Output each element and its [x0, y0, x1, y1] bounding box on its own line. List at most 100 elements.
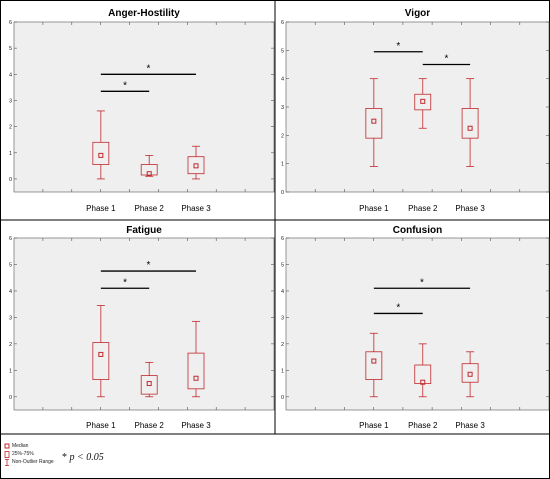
median-marker: [371, 358, 377, 364]
y-tick-label: 1: [9, 151, 12, 157]
median-marker: [146, 171, 152, 177]
iqr-box: [461, 108, 479, 139]
y-tick-label: 5: [9, 262, 12, 268]
y-tick-label: 6: [9, 20, 12, 26]
plot-area: [285, 237, 550, 411]
box-phase-2: [140, 361, 158, 398]
chart-title: Confusion: [393, 225, 442, 236]
plot-area: [13, 237, 275, 411]
iqr-box: [140, 164, 158, 176]
significance-symbol: *: [62, 452, 67, 463]
box-phase-3: [187, 320, 205, 398]
y-tick-label: 4: [9, 72, 12, 78]
category-label: Phase 2: [408, 421, 438, 430]
median-marker: [98, 351, 104, 357]
median-marker-icon: [4, 443, 10, 449]
y-tick-label: 2: [281, 342, 284, 348]
box-swatch-icon: [4, 451, 10, 458]
category-label: Phase 3: [455, 204, 485, 213]
box-phase-1: [365, 332, 383, 398]
y-tick-label: 2: [9, 125, 12, 131]
box-phase-2: [414, 343, 432, 398]
significance-star: *: [396, 41, 400, 52]
category-label: Phase 1: [86, 421, 116, 430]
box-phase-2: [140, 154, 158, 177]
legend-median-label: Median: [12, 443, 29, 449]
significance-star: *: [123, 80, 127, 91]
whisker-swatch-icon: [5, 459, 9, 466]
median-marker: [146, 381, 152, 387]
category-label: Phase 1: [359, 204, 389, 213]
chart-panel: Vigor 0 1 2 3 4 5 6 * * Phase 1 Phase 2 Phase 3: [281, 8, 550, 213]
y-tick-label: 4: [281, 77, 284, 83]
y-tick-label: 5: [281, 262, 284, 268]
significance-star: *: [396, 302, 400, 313]
y-tick-label: 5: [9, 46, 12, 52]
significance-note: * p < 0.05: [62, 452, 104, 463]
category-label: Phase 2: [408, 204, 438, 213]
median-marker: [193, 163, 199, 169]
median-marker: [420, 379, 426, 385]
significance-star: *: [420, 277, 424, 288]
chart-panel: Fatigue 0 1 2 3 4 5 6 * * Phase 1 Phase 2 Phase 3: [9, 225, 275, 430]
y-tick-label: 2: [9, 342, 12, 348]
iqr-box: [414, 93, 432, 111]
y-tick-label: 3: [9, 98, 12, 104]
significance-star: *: [146, 260, 150, 271]
iqr-box: [140, 375, 158, 395]
box-phase-3: [461, 78, 479, 167]
y-tick-label: 0: [9, 177, 12, 183]
box-phase-3: [187, 145, 205, 180]
iqr-box: [365, 351, 383, 380]
category-label: Phase 3: [181, 421, 211, 430]
box-phase-1: [92, 110, 110, 180]
iqr-box: [187, 352, 205, 390]
median-marker: [420, 98, 426, 104]
y-tick-label: 1: [9, 368, 12, 374]
category-label: Phase 1: [359, 421, 389, 430]
legend-box-label: 25%-75%: [12, 451, 34, 457]
box-phase-1: [365, 78, 383, 167]
category-label: Phase 3: [455, 421, 485, 430]
significance-text: p < 0.05: [69, 452, 104, 463]
y-tick-label: 1: [281, 368, 284, 374]
chart-panel: Anger-Hostility 0 1 2 3 4 5 6 * * Phase 1 Phase 2 Ph…: [9, 8, 275, 213]
iqr-box: [92, 342, 110, 380]
y-tick-label: 3: [9, 315, 12, 321]
chart-panel: Confusion 0 1 2 3 4 5 6 * * Phase 1 Phase 2 Phase 3: [281, 225, 550, 430]
iqr-box: [187, 156, 205, 175]
iqr-box: [92, 141, 110, 165]
y-tick-label: 2: [281, 133, 284, 139]
median-marker: [193, 375, 199, 381]
y-tick-label: 6: [281, 236, 284, 242]
box-phase-2: [414, 78, 432, 129]
category-label: Phase 1: [86, 204, 116, 213]
significance-star: *: [123, 277, 127, 288]
box-phase-1: [92, 305, 110, 398]
iqr-box: [414, 364, 432, 384]
chart-title: Anger-Hostility: [108, 8, 180, 19]
category-label: Phase 3: [181, 204, 211, 213]
box-phase-3: [461, 351, 479, 398]
category-label: Phase 2: [135, 421, 165, 430]
iqr-box: [461, 363, 479, 383]
legend-whisker-label: Non-Outlier Range: [12, 459, 54, 465]
median-marker: [98, 152, 104, 158]
y-tick-label: 6: [281, 20, 284, 26]
y-tick-label: 0: [281, 395, 284, 401]
plot-area: [285, 21, 550, 193]
y-tick-label: 0: [9, 395, 12, 401]
median-marker: [467, 125, 473, 131]
median-marker: [371, 118, 377, 124]
significance-star: *: [146, 63, 150, 74]
iqr-box: [365, 108, 383, 139]
y-tick-label: 6: [9, 236, 12, 242]
median-marker: [467, 371, 473, 377]
y-tick-label: 4: [9, 289, 12, 295]
plot-area: [13, 21, 275, 193]
y-tick-label: 0: [281, 190, 284, 196]
chart-title: Fatigue: [126, 225, 162, 236]
category-label: Phase 2: [135, 204, 165, 213]
y-tick-label: 5: [281, 48, 284, 54]
